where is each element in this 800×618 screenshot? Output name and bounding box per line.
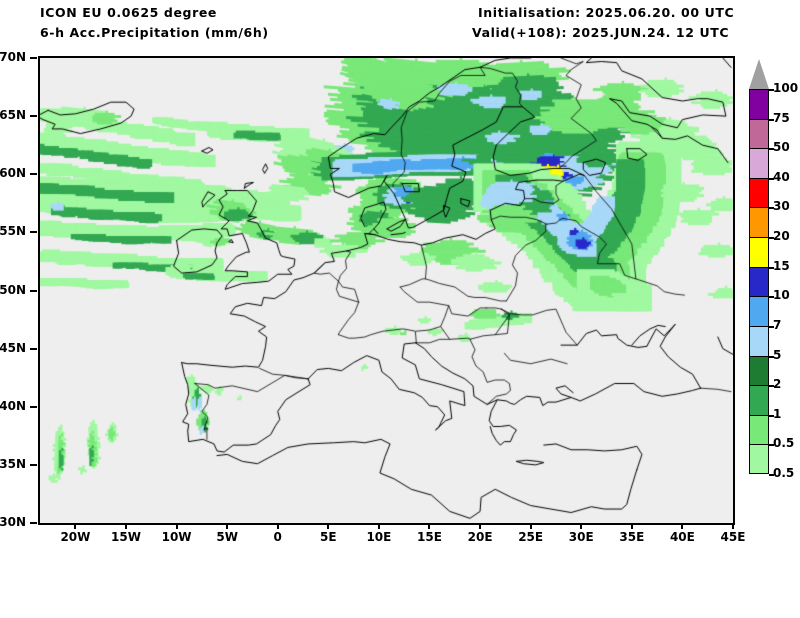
lat-tick-label: 40N (0, 398, 26, 413)
colorbar-tick (769, 148, 774, 151)
colorbar-band-10-15 (749, 296, 769, 326)
lat-tick-label: 45N (0, 340, 26, 355)
colorbar-band-75-100 (749, 118, 769, 149)
colorbar-band-40-50 (749, 177, 769, 208)
colorbar-band-30-40 (749, 207, 769, 238)
colorbar-band-20-30 (749, 237, 769, 267)
lat-tick-label: 60N (0, 166, 26, 181)
lon-tick-mark (74, 523, 77, 529)
colorbar-label-1: 1 (773, 406, 782, 421)
lon-tick-mark (479, 523, 482, 529)
lon-tick-label: 5E (320, 530, 337, 544)
lon-tick-mark (226, 523, 229, 529)
lon-tick-label: 45E (720, 530, 746, 544)
colorbar-tick (769, 355, 774, 358)
lon-tick-label: 25E (518, 530, 544, 544)
lon-tick-mark (327, 523, 330, 529)
field-title: 6-h Acc.Precipitation (mm/6h) (40, 25, 269, 40)
colorbar-tick (769, 325, 774, 328)
lat-tick-mark (30, 289, 37, 292)
lon-tick-label: 20W (60, 530, 91, 544)
lon-tick-label: 40E (669, 530, 695, 544)
colorbar-band-above-100 (749, 89, 769, 119)
colorbar-underflow-arrow (749, 474, 769, 516)
colorbar-label-20: 20 (773, 229, 790, 244)
lon-tick-mark (428, 523, 431, 529)
colorbar-label-75: 75 (773, 110, 790, 125)
lon-tick-mark (732, 523, 734, 529)
lon-tick-label: 10W (161, 530, 192, 544)
colorbar-label-0.5: 0.5 (773, 436, 795, 451)
colorbar-tick (769, 237, 774, 240)
lat-tick-mark (30, 57, 37, 59)
colorbar-label-100: 100 (773, 81, 799, 95)
valid-time: Valid(+108): 2025.JUN.24. 12 UTC (472, 25, 730, 40)
colorbar-label-2: 2 (773, 377, 782, 392)
colorbar-tick (769, 177, 774, 180)
colorbar-tick (769, 474, 774, 476)
colorbar-band-0.5-1 (749, 444, 769, 474)
colorbar-tick (769, 385, 774, 388)
colorbar-label-10: 10 (773, 288, 790, 303)
lon-tick-label: 35E (619, 530, 645, 544)
lon-tick-mark (377, 523, 380, 529)
lon-tick-label: 5W (216, 530, 238, 544)
lon-tick-label: 10E (366, 530, 392, 544)
lon-tick-mark (276, 523, 279, 529)
lon-tick-label: 0 (273, 530, 282, 544)
lon-tick-label: 20E (467, 530, 493, 544)
colorbar-label-30: 30 (773, 199, 790, 214)
lat-tick-label: 55N (0, 224, 26, 239)
colorbar-tick (769, 296, 774, 299)
lon-tick-label: 30E (568, 530, 594, 544)
lat-tick-mark (30, 405, 37, 408)
lat-tick-label: 65N (0, 108, 26, 123)
colorbar-tick (769, 414, 774, 417)
colorbar-label-0.5: 0.5 (773, 466, 795, 480)
lat-tick-mark (30, 463, 37, 466)
colorbar-tick (769, 444, 774, 447)
lat-tick-label: 70N (0, 50, 26, 64)
colorbar-label-40: 40 (773, 169, 790, 184)
colorbar-band-15-20 (749, 266, 769, 297)
lat-tick-mark (30, 231, 37, 234)
lon-tick-mark (124, 523, 127, 529)
colorbar-tick (769, 89, 774, 91)
lon-tick-mark (630, 523, 633, 529)
lon-tick-mark (580, 523, 583, 529)
lat-tick-mark (30, 173, 37, 176)
model-title: ICON EU 0.0625 degree (40, 5, 217, 20)
colorbar-band-1-2 (749, 414, 769, 445)
colorbar-tick (769, 207, 774, 210)
map-plot-area (38, 56, 735, 525)
colorbar-label-7: 7 (773, 317, 782, 332)
colorbar-overflow-arrow (749, 59, 769, 89)
precipitation-colorbar: 100 75 50 40 30 20 15 10 7 5 2 1 0.5 0.5 (746, 56, 800, 526)
colorbar-band-2-5 (749, 385, 769, 415)
lat-tick-label: 35N (0, 456, 26, 471)
lat-tick-mark (30, 347, 37, 350)
colorbar-band-7-10 (749, 325, 769, 356)
colorbar-band-50-75 (749, 148, 769, 178)
lon-tick-label: 15W (111, 530, 141, 544)
lat-tick-mark (30, 522, 37, 524)
lat-tick-label: 30N (0, 515, 26, 529)
colorbar-label-5: 5 (773, 347, 782, 362)
lon-tick-mark (681, 523, 684, 529)
initialisation-time: Initialisation: 2025.06.20. 00 UTC (478, 5, 735, 20)
colorbar-label-15: 15 (773, 258, 790, 273)
lat-tick-label: 50N (0, 282, 26, 297)
lat-tick-mark (30, 115, 37, 118)
colorbar-tick (769, 266, 774, 269)
colorbar-tick (769, 118, 774, 121)
colorbar-band-5-7 (749, 355, 769, 386)
lon-tick-mark (175, 523, 178, 529)
lon-tick-mark (529, 523, 532, 529)
precipitation-heatmap (40, 58, 733, 523)
lon-tick-label: 15E (417, 530, 442, 544)
colorbar-label-50: 50 (773, 140, 790, 155)
